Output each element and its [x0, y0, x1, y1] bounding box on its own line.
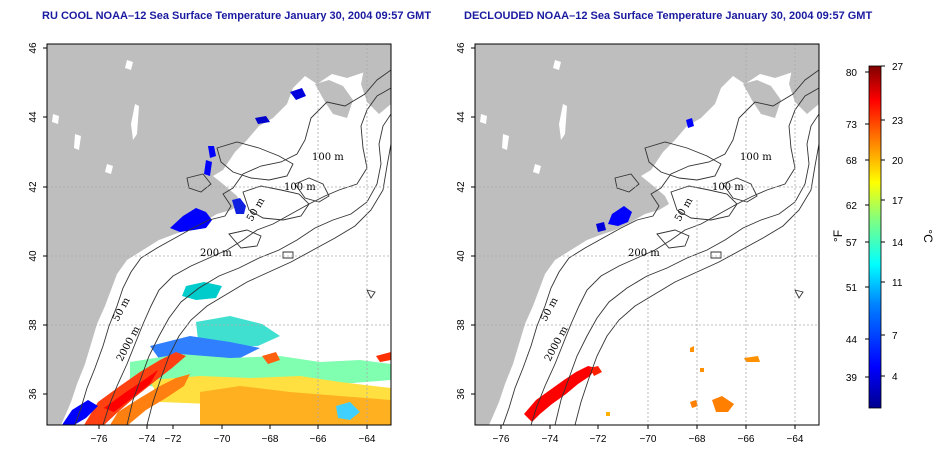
svg-text:−72: −72 [165, 434, 182, 445]
svg-text:38: 38 [456, 319, 467, 331]
colorbar-fahrenheit-ticks: 80 73 68 62 57 51 44 39 [846, 68, 869, 384]
svg-text:200 m: 200 m [628, 248, 660, 259]
svg-text:44: 44 [846, 335, 858, 346]
svg-text:−64: −64 [359, 434, 376, 445]
left-map-panel: 100 m 100 m 50 m 200 m 50 m 2000 m −76 −… [28, 42, 392, 445]
svg-text:100 m: 100 m [284, 182, 316, 193]
svg-text:4: 4 [892, 372, 898, 383]
svg-text:−74: −74 [542, 434, 559, 445]
right-grid [475, 44, 819, 425]
svg-text:−72: −72 [590, 434, 607, 445]
svg-text:100 m: 100 m [312, 152, 344, 163]
fahrenheit-unit-label: °F [831, 230, 845, 242]
svg-text:51: 51 [846, 283, 858, 294]
svg-text:−68: −68 [262, 434, 279, 445]
svg-text:−76: −76 [91, 434, 108, 445]
svg-text:44: 44 [28, 111, 39, 123]
svg-text:39: 39 [846, 373, 858, 384]
svg-text:27: 27 [892, 62, 904, 73]
temperature-colorbar: 80 73 68 62 57 51 44 39 27 23 20 17 14 1… [831, 62, 935, 409]
left-sst-field [62, 88, 391, 425]
svg-text:23: 23 [892, 116, 904, 127]
svg-text:−70: −70 [214, 434, 231, 445]
svg-text:57: 57 [846, 238, 858, 249]
svg-text:200 m: 200 m [200, 248, 232, 259]
svg-text:68: 68 [846, 156, 858, 167]
svg-text:40: 40 [456, 250, 467, 262]
svg-text:17: 17 [892, 196, 904, 207]
right-panel-title: DECLOUDED NOAA–12 Sea Surface Temperatur… [464, 10, 873, 22]
svg-text:73: 73 [846, 120, 858, 131]
svg-text:−68: −68 [689, 434, 706, 445]
svg-text:7: 7 [892, 331, 898, 342]
svg-text:80: 80 [846, 68, 858, 79]
left-grid [47, 44, 391, 425]
svg-text:36: 36 [456, 388, 467, 400]
svg-text:44: 44 [456, 111, 467, 123]
right-map-panel: 100 m 100 m 50 m 200 m 50 m 2000 m −76 −… [456, 42, 820, 445]
svg-text:100 m: 100 m [740, 152, 772, 163]
right-lon-ticks: −76 −74 −72 −70 −68 −66 −64 [493, 425, 804, 445]
colorbar-celsius-ticks: 27 23 20 17 14 11 7 4 [881, 62, 904, 383]
svg-text:−74: −74 [139, 434, 156, 445]
svg-text:36: 36 [28, 388, 39, 400]
left-panel-title: RU COOL NOAA–12 Sea Surface Temperature … [42, 10, 432, 22]
svg-text:14: 14 [892, 238, 904, 249]
svg-text:62: 62 [846, 201, 858, 212]
svg-text:−66: −66 [310, 434, 327, 445]
right-sst-field [524, 118, 760, 422]
celsius-unit-label: °C [921, 229, 935, 243]
left-lat-ticks: 46 44 42 40 38 36 [28, 42, 47, 400]
svg-text:40: 40 [28, 250, 39, 262]
left-lon-ticks: −76 −74 −72 −70 −68 −66 −64 [91, 425, 376, 445]
svg-text:−66: −66 [738, 434, 755, 445]
colorbar-gradient [868, 65, 882, 409]
svg-text:−64: −64 [787, 434, 804, 445]
svg-text:46: 46 [456, 42, 467, 54]
svg-text:−76: −76 [493, 434, 510, 445]
svg-text:38: 38 [28, 319, 39, 331]
svg-text:20: 20 [892, 156, 904, 167]
svg-text:42: 42 [456, 181, 467, 193]
svg-text:42: 42 [28, 181, 39, 193]
svg-text:100 m: 100 m [712, 182, 744, 193]
svg-text:46: 46 [28, 42, 39, 54]
right-lat-ticks: 46 44 42 40 38 36 [456, 42, 475, 400]
svg-text:−70: −70 [640, 434, 657, 445]
svg-text:11: 11 [892, 278, 903, 289]
